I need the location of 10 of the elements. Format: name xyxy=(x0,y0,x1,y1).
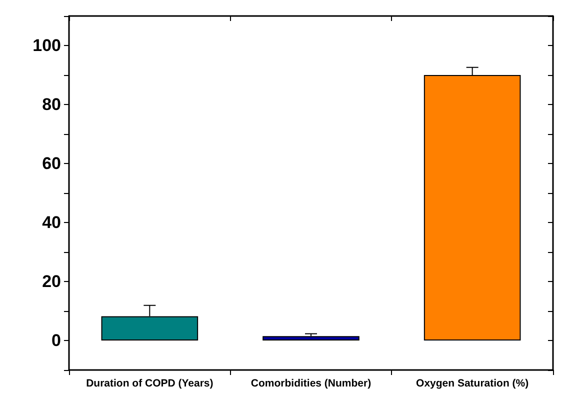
y-tick-label: 0 xyxy=(52,331,61,350)
x-tick-label: Oxygen Saturation (%) xyxy=(416,378,529,390)
y-tick-label: 40 xyxy=(42,213,61,232)
x-tick-label: Comorbidities (Number) xyxy=(250,378,372,390)
bar xyxy=(262,336,360,340)
y-tick-label: 20 xyxy=(42,272,61,291)
x-tick-label: Duration of COPD (Years) xyxy=(86,378,214,390)
y-tick-label: 100 xyxy=(32,36,61,55)
y-tick-label: 60 xyxy=(42,154,61,173)
y-tick-label: 80 xyxy=(42,95,61,114)
